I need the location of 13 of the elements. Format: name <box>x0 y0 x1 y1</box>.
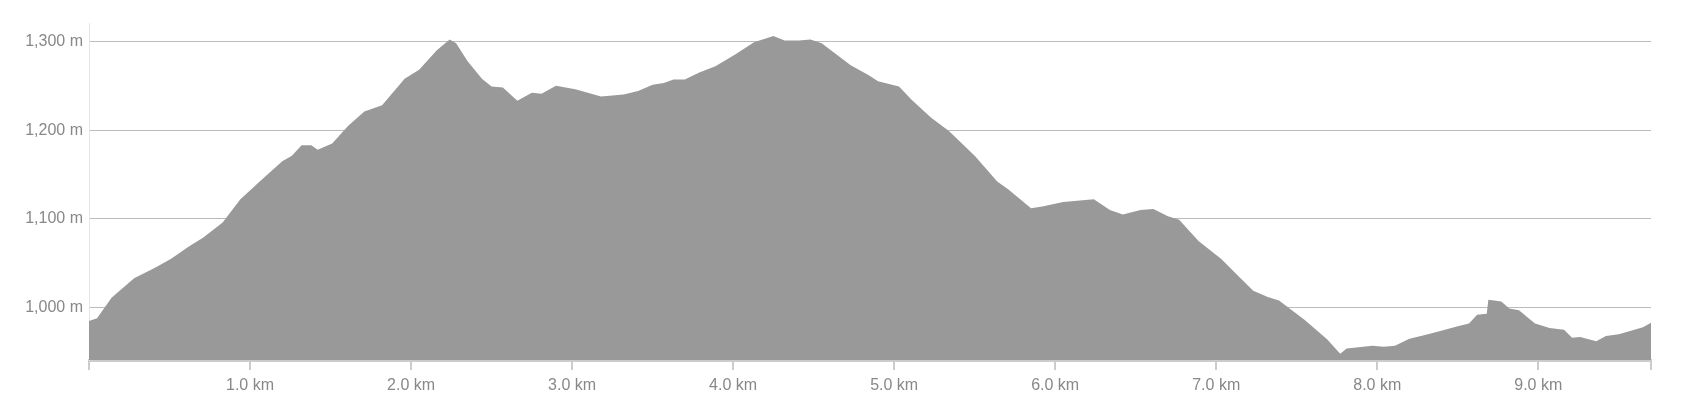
x-tick-label: 4.0 km <box>709 376 758 394</box>
y-tick-label: 1,100 m <box>25 209 83 227</box>
x-tick-label: 6.0 km <box>1031 376 1080 394</box>
x-tick-label: 9.0 km <box>1514 376 1563 394</box>
y-tick-label: 1,000 m <box>25 298 83 316</box>
x-tick-label: 7.0 km <box>1192 376 1241 394</box>
y-tick-label: 1,300 m <box>25 31 83 49</box>
x-tick-label: 3.0 km <box>548 376 597 394</box>
x-tick-label: 5.0 km <box>870 376 919 394</box>
x-tick-label: 2.0 km <box>387 376 436 394</box>
x-tick-label: 8.0 km <box>1353 376 1402 394</box>
y-tick-label: 1,200 m <box>25 120 83 138</box>
x-tick-label: 1.0 km <box>226 376 275 394</box>
